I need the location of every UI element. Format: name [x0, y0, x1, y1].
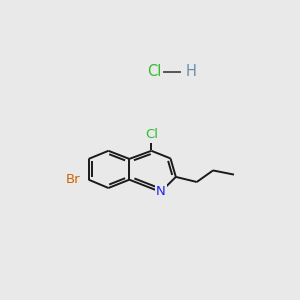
Text: Cl: Cl	[148, 64, 162, 79]
Text: Cl: Cl	[145, 128, 158, 141]
Text: Br: Br	[66, 173, 80, 186]
Text: N: N	[156, 185, 166, 198]
Text: H: H	[185, 64, 196, 79]
